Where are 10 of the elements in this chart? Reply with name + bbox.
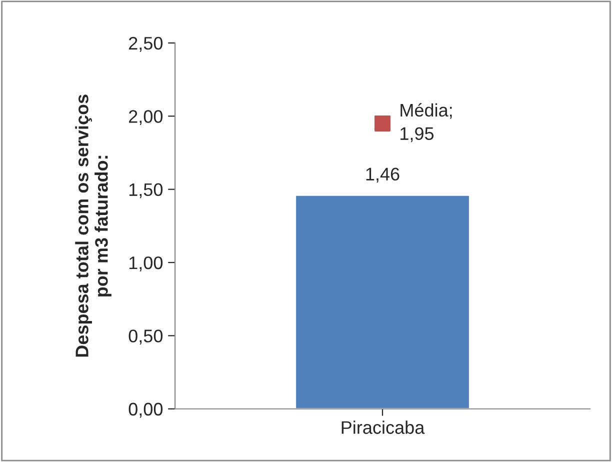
y-tick-label: 2,00 <box>128 110 163 125</box>
data-label: Média; 1,95 <box>400 103 452 142</box>
data-label: 1,46 <box>366 168 400 183</box>
y-tick-label: 1,00 <box>129 256 163 272</box>
y-tick-label: 0,00 <box>128 402 163 418</box>
y-tick-label: 0,50 <box>128 330 163 345</box>
y-axis-title: Despesa total com os serviços por m3 faturado: <box>75 94 112 357</box>
x-tick-label: Piracicaba <box>342 420 425 434</box>
y-tick-label: 2,50 <box>128 36 163 52</box>
y-tick-label: 1,50 <box>129 183 163 198</box>
